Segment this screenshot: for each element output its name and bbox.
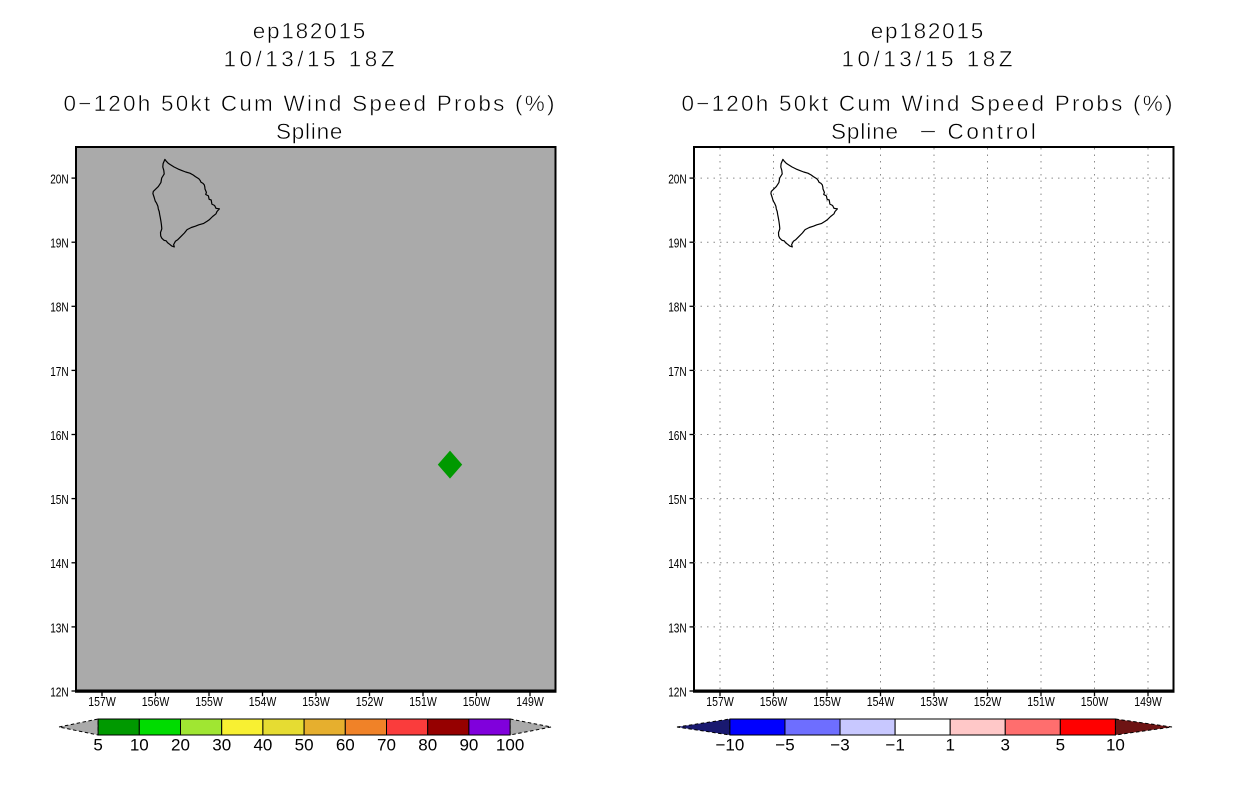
svg-text:12N: 12N — [50, 684, 69, 699]
svg-text:−5: −5 — [775, 736, 794, 755]
svg-text:15N: 15N — [50, 492, 69, 507]
svg-text:149W: 149W — [1134, 695, 1162, 709]
svg-text:149W: 149W — [516, 695, 544, 709]
svg-text:100: 100 — [496, 736, 524, 755]
svg-text:30: 30 — [212, 736, 231, 755]
svg-text:150W: 150W — [463, 695, 491, 709]
svg-text:70: 70 — [377, 736, 396, 755]
svg-text:−: − — [919, 119, 936, 144]
svg-text:50: 50 — [295, 736, 314, 755]
svg-text:12N: 12N — [668, 684, 687, 699]
svg-text:155W: 155W — [813, 695, 841, 709]
svg-text:154W: 154W — [249, 695, 277, 709]
svg-text:14N: 14N — [50, 556, 69, 571]
svg-text:20N: 20N — [668, 172, 687, 187]
svg-text:Control: Control — [948, 119, 1036, 144]
svg-text:−10: −10 — [715, 736, 744, 755]
svg-text:Spline: Spline — [831, 119, 898, 144]
svg-text:20: 20 — [171, 736, 190, 755]
svg-text:157W: 157W — [706, 695, 734, 709]
svg-text:−1: −1 — [885, 736, 904, 755]
svg-text:10: 10 — [130, 736, 149, 755]
svg-text:150W: 150W — [1081, 695, 1109, 709]
svg-text:10/13/15 18Z: 10/13/15 18Z — [224, 46, 395, 71]
svg-text:5: 5 — [93, 736, 102, 755]
svg-text:13N: 13N — [668, 620, 687, 635]
svg-text:16N: 16N — [668, 428, 687, 443]
svg-text:16N: 16N — [50, 428, 69, 443]
svg-text:157W: 157W — [88, 695, 116, 709]
svg-text:ep182015: ep182015 — [253, 18, 366, 43]
svg-text:17N: 17N — [50, 364, 69, 379]
svg-text:1: 1 — [945, 736, 954, 755]
svg-text:0−120h 50kt Cum Wind Speed Pro: 0−120h 50kt Cum Wind Speed Probs (%) — [64, 91, 555, 116]
svg-text:19N: 19N — [50, 236, 69, 251]
svg-text:154W: 154W — [867, 695, 895, 709]
svg-text:3: 3 — [1000, 736, 1009, 755]
svg-text:153W: 153W — [302, 695, 330, 709]
svg-text:15N: 15N — [668, 492, 687, 507]
svg-text:156W: 156W — [760, 695, 788, 709]
svg-text:155W: 155W — [195, 695, 223, 709]
svg-text:151W: 151W — [1027, 695, 1055, 709]
svg-text:40: 40 — [253, 736, 272, 755]
svg-text:20N: 20N — [50, 172, 69, 187]
svg-text:18N: 18N — [50, 300, 69, 315]
svg-text:152W: 152W — [356, 695, 384, 709]
svg-text:153W: 153W — [920, 695, 948, 709]
svg-text:60: 60 — [336, 736, 355, 755]
svg-text:10/13/15 18Z: 10/13/15 18Z — [842, 46, 1013, 71]
svg-text:10: 10 — [1106, 736, 1125, 755]
svg-text:90: 90 — [459, 736, 478, 755]
svg-text:13N: 13N — [50, 620, 69, 635]
svg-text:80: 80 — [418, 736, 437, 755]
svg-text:−3: −3 — [830, 736, 849, 755]
svg-text:0−120h 50kt Cum Wind Speed Pro: 0−120h 50kt Cum Wind Speed Probs (%) — [682, 91, 1173, 116]
svg-text:152W: 152W — [974, 695, 1002, 709]
svg-text:151W: 151W — [409, 695, 437, 709]
svg-text:18N: 18N — [668, 300, 687, 315]
svg-text:ep182015: ep182015 — [871, 18, 984, 43]
svg-text:Spline: Spline — [276, 119, 343, 144]
svg-text:17N: 17N — [668, 364, 687, 379]
svg-text:14N: 14N — [668, 556, 687, 571]
svg-text:5: 5 — [1056, 736, 1065, 755]
svg-text:156W: 156W — [142, 695, 170, 709]
svg-text:19N: 19N — [668, 236, 687, 251]
